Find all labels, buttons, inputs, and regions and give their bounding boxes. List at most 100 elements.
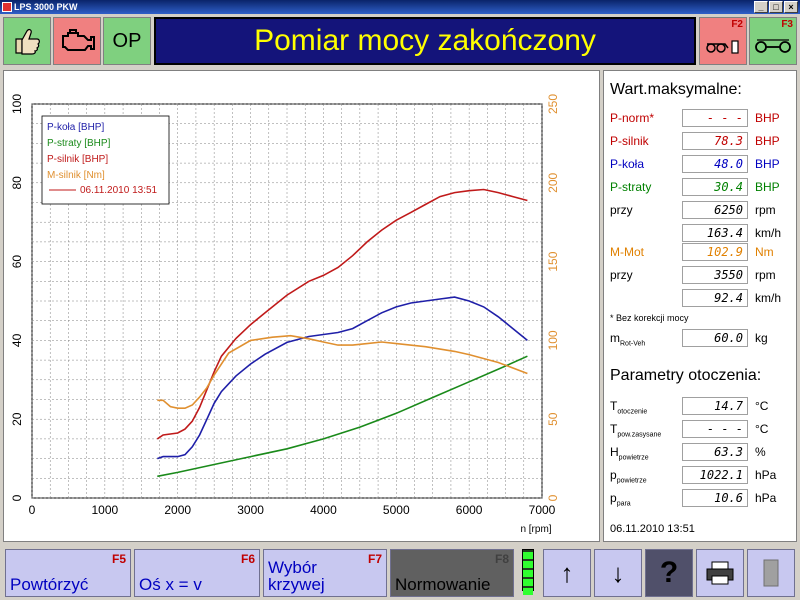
f3-key-label: F3 [781,19,793,30]
engine-icon [62,29,95,51]
door-icon [763,559,779,587]
environment-value: 10.6 [682,489,748,507]
x-tick-label: 2000 [164,503,191,517]
close-button[interactable]: × [784,1,798,13]
y-left-tick-label: 60 [10,255,24,269]
max-value-label: P-koła [610,157,645,171]
environment-label: T [610,399,618,413]
y-right-tick-label: 100 [546,330,560,350]
environment-label: p [610,491,617,505]
mass-value: 60.0 [682,329,748,347]
environment-row: ppara 10.6 hPa [610,489,794,507]
max-value-row: M-Mot 102.9 Nm [610,243,794,261]
y-left-tick-label: 100 [10,94,24,114]
roller-car-icon [706,40,739,54]
max-value-unit: BHP [755,111,780,125]
repeat-button[interactable]: F5 Powtórzyć [5,549,131,597]
y-right-tick-label: 150 [546,251,560,271]
max-value-field: 3550 [682,266,748,284]
series-line-m-silnik [157,334,528,410]
maximize-button[interactable]: □ [769,1,783,13]
max-value-field: 78.3 [682,132,748,150]
series-line-p-straty [157,355,528,478]
thumbs-up-button[interactable] [3,17,51,65]
normalize-button[interactable]: F8 Normowanie [390,549,514,597]
legend-box [41,115,170,205]
f2-button[interactable]: F2 [699,17,747,65]
y-right-tick-label: 50 [546,412,560,426]
exit-button[interactable] [747,549,795,597]
arrow-down-button[interactable]: ↓ [594,549,642,597]
max-value-label: P-silnik [610,134,649,148]
legend-date: 06.11.2010 13:51 [80,185,158,196]
x-tick-label: 3000 [237,503,264,517]
help-button[interactable]: ? [645,549,693,597]
max-value-unit: rpm [755,268,776,282]
legend-entry: P-koła [BHP] [47,122,104,133]
max-value-unit: BHP [755,180,780,194]
minimize-button[interactable]: _ [754,1,768,13]
x-tick-label: 4000 [310,503,337,517]
environment-sub: powietrze [618,454,649,462]
max-value-field: 30.4 [682,178,748,196]
normalize-label: Normowanie [395,575,491,594]
environment-sub: para [616,500,631,508]
printer-icon [706,561,734,585]
mass-sub: Rot-Veh [620,340,646,348]
side-panel: Wart.maksymalne: P-norm*- - - -.-BHPP-si… [603,70,797,542]
engine-button[interactable] [53,17,101,65]
max-value-field: 163.4 [682,224,748,242]
max-value-label: M-Mot [610,245,644,259]
x-tick-label: 5000 [383,503,410,517]
max-value-row: 92.4 km/h [610,289,794,307]
x-axis-label: n [rpm] [520,524,551,535]
max-value-unit: km/h [755,226,782,240]
f3-button[interactable]: F3 [749,17,797,65]
max-value-unit: BHP [755,157,780,171]
power-chart: 0 1000 2000 3000 4000 5000 6000 700002040608010… [10,94,560,535]
environment-unit: °C [755,422,769,436]
print-button[interactable] [696,549,744,597]
environment-row: ppowietrze 1022.1 hPa [610,466,794,484]
f5-key-label: F5 [111,552,126,566]
curve-select-label: Wybór krzywej [268,558,325,594]
environment-unit: hPa [755,491,777,505]
op-button[interactable]: OP [103,17,151,65]
arrow-up-button[interactable]: ↑ [543,549,591,597]
series-line-p-silnik [156,188,528,440]
mass-unit: kg [755,331,768,345]
status-led [522,549,534,595]
max-value-row: przy 6250 rpm [610,201,794,219]
environment-label: H [610,445,619,459]
window-titlebar: LPS 3000 PKW _ □ × [0,0,800,14]
f2-key-label: F2 [731,19,743,30]
environment-row: Totoczenie 14.7 °C [610,397,794,415]
environment-unit: % [755,445,766,459]
curve-select-button[interactable]: F7 Wybór krzywej [263,549,387,597]
arrow-up-icon: ↑ [560,557,574,588]
x-tick-label: 1000 [92,503,119,517]
environment-value: 1022.1 [682,466,748,484]
max-value-field: 92.4 [682,289,748,307]
y-right-tick-label: 250 [546,94,560,114]
max-values-title: Wart.maksymalne: [610,81,742,98]
max-value-unit: BHP [755,134,780,148]
max-value-label: przy [610,203,633,217]
window-title: LPS 3000 PKW [14,2,78,12]
x-tick-label: 0 [29,503,36,517]
x-tick-label: 7000 [529,503,556,517]
f6-key-label: F6 [240,552,255,566]
thumbs-up-icon [15,28,40,55]
arrow-down-icon: ↓ [611,557,625,588]
max-value-row: P-norm* - - - -.- BHP [610,109,794,141]
f8-key-label: F8 [494,552,509,566]
chart-legend: P-koła [BHP] P-straty [BHP] P-silnik [BHP]… [41,115,170,205]
status-banner: Pomiar mocy zakończony [154,17,696,65]
y-left-tick-label: 0 [10,494,24,501]
max-value-unit: rpm [755,203,776,217]
axis-x-speed-button[interactable]: F6 Oś x = v [134,549,260,597]
environment-value: 63.3 [682,443,748,461]
environment-label: p [610,468,617,482]
environment-sub: otoczenie [617,408,648,416]
legend-entry: P-silnik [BHP] [47,154,108,165]
